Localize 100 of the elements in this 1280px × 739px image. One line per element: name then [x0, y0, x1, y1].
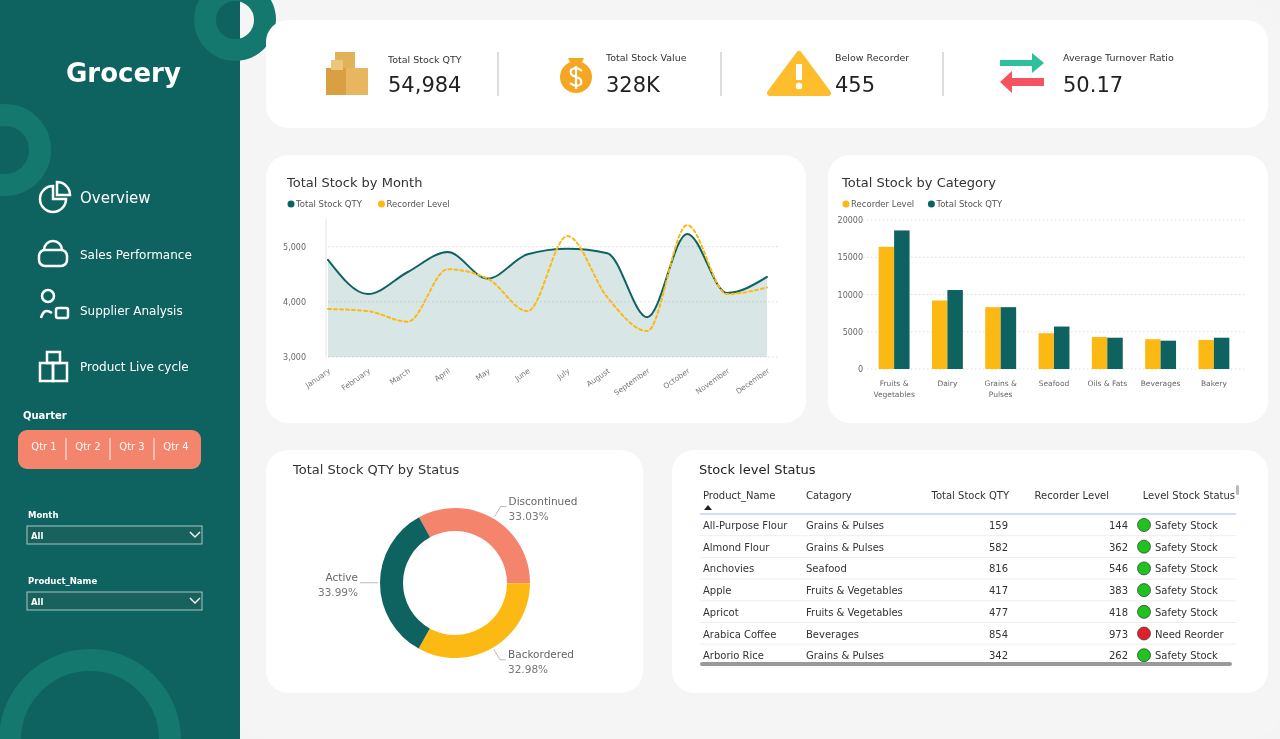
text: 342 — [988, 650, 1008, 662]
text: Total Stock QTY — [930, 490, 1010, 501]
bar — [1000, 307, 1017, 369]
text: 262 — [1108, 650, 1128, 662]
text: Safety Stock — [1155, 541, 1219, 553]
text: Product Live cycle — [80, 360, 189, 374]
text: Almond Flour — [703, 541, 771, 553]
data-label: 33.03% — [508, 509, 549, 522]
text: All — [31, 597, 44, 607]
text: 383 — [1108, 585, 1128, 597]
slice-label: Discontinued — [508, 494, 578, 507]
text: 546 — [1108, 563, 1128, 575]
donut-slice — [380, 517, 431, 649]
text: Product_Name — [703, 490, 776, 502]
text: Apricot — [703, 606, 739, 618]
text: Safety Stock — [1155, 520, 1219, 531]
text: Qtr 1 — [31, 441, 57, 452]
bar — [1160, 340, 1177, 369]
y-tick-label: 0 — [857, 365, 863, 374]
slice-label: Active — [325, 570, 358, 583]
text: Level Stock Status — [1142, 490, 1235, 501]
text: Stock level Status — [699, 462, 816, 477]
bar — [985, 307, 1001, 369]
data-label: 33.99% — [317, 585, 359, 598]
text: Safety Stock — [1155, 585, 1219, 597]
text: 477 — [988, 606, 1008, 618]
y-tick-label: 10000 — [837, 290, 863, 300]
text: Supplier Analysis — [80, 304, 183, 318]
bar — [1107, 337, 1123, 369]
y-tick-label: 4,000 — [283, 297, 306, 307]
text: Grocery — [66, 58, 181, 88]
line-series — [327, 224, 768, 333]
text: Beverages — [806, 628, 860, 640]
text: 582 — [988, 541, 1008, 553]
text: Catagory — [806, 490, 852, 501]
text: Month — [28, 510, 59, 520]
text: Qtr 3 — [119, 441, 145, 452]
text: Grains & Pulses — [806, 650, 885, 662]
text: Safety Stock — [1155, 650, 1219, 662]
y-tick-label: 3,000 — [283, 353, 306, 362]
text: Apple — [703, 585, 732, 597]
bar — [1091, 336, 1108, 369]
bar — [1054, 326, 1070, 369]
y-tick-label: 20000 — [837, 216, 863, 225]
text: Quarter — [23, 410, 67, 421]
text: Grains & Pulses — [806, 541, 885, 553]
text: Qtr 2 — [75, 441, 101, 452]
text: 159 — [988, 520, 1008, 531]
bar — [931, 300, 948, 369]
bar — [1145, 339, 1161, 369]
text: All — [31, 531, 44, 541]
text: Fruits & Vegetables — [806, 606, 903, 618]
text: Need Reorder — [1155, 628, 1225, 640]
text: 362 — [1108, 541, 1128, 553]
legend-label: Total Stock QTY — [935, 199, 1004, 209]
text: 328K — [606, 73, 662, 97]
y-tick-label: 15000 — [837, 253, 863, 263]
text: Safety Stock — [1155, 606, 1219, 618]
legend-label: Total Stock QTY — [295, 199, 363, 209]
text: Grains & Pulses — [806, 520, 885, 531]
y-tick-label: 5000 — [842, 327, 863, 337]
text: 144 — [1108, 520, 1128, 531]
chart-title: Total Stock by Category — [841, 175, 997, 190]
text: 50.17 — [1063, 73, 1124, 97]
bar — [947, 290, 963, 369]
y-tick-label: 5,000 — [283, 242, 306, 252]
text: 417 — [988, 585, 1008, 597]
slice-label: Backordered — [508, 647, 575, 660]
text: 54,984 — [388, 73, 462, 97]
text: Total Stock Value — [605, 52, 687, 63]
text: Fruits & Vegetables — [806, 585, 903, 597]
text: 854 — [988, 628, 1008, 640]
text: Qtr 4 — [163, 441, 189, 452]
text: Overview — [80, 189, 151, 207]
text: Below Recorder — [835, 52, 910, 63]
text: Arabica Coffee — [703, 628, 777, 640]
text: 973 — [1108, 628, 1128, 640]
text: Safety Stock — [1155, 563, 1219, 575]
legend-label: Recorder Level — [386, 199, 450, 209]
chart-title: Total Stock by Month — [286, 175, 423, 190]
legend-label: Recorder Level — [851, 199, 915, 209]
text: Seafood — [806, 563, 847, 575]
text: All-Purpose Flour — [703, 520, 789, 531]
text: Average Turnover Ratio — [1063, 52, 1174, 63]
text: Recorder Level — [1034, 490, 1109, 501]
bar — [1038, 333, 1054, 369]
text: Anchovies — [703, 563, 755, 575]
bar — [1213, 337, 1230, 369]
text: 816 — [988, 563, 1008, 575]
bar — [1198, 339, 1214, 369]
bar — [878, 246, 895, 369]
text: 418 — [1108, 606, 1128, 618]
text: Product_Name — [28, 576, 98, 586]
text: Sales Performance — [80, 248, 192, 262]
text: Arborio Rice — [703, 650, 764, 662]
data-label: 32.98% — [508, 662, 549, 675]
text: 455 — [835, 73, 876, 97]
text: Total Stock QTY — [387, 54, 462, 65]
chart-title: Total Stock QTY by Status — [292, 462, 460, 477]
bar — [894, 230, 910, 369]
